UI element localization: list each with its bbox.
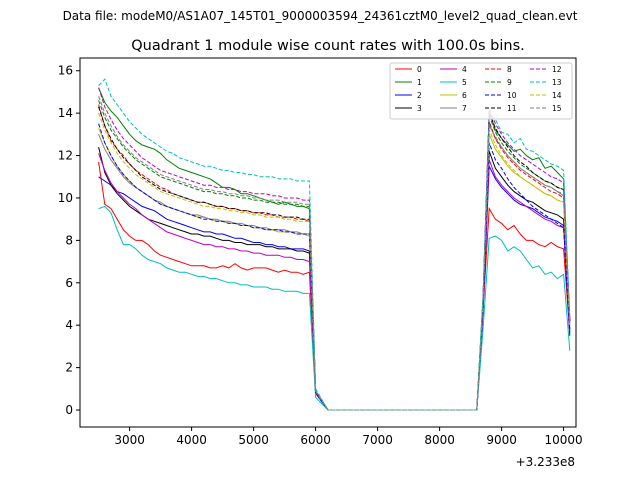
- x-tick-label: 10000: [545, 433, 583, 447]
- x-tick-label: 4000: [176, 433, 207, 447]
- legend-box: [389, 62, 573, 120]
- y-tick-label: 10: [58, 191, 73, 205]
- legend-label-6: 6: [462, 91, 467, 100]
- series-line-10: [98, 123, 571, 411]
- legend-label-7: 7: [462, 104, 467, 113]
- chart-title: Quadrant 1 module wise count rates with …: [131, 38, 525, 54]
- x-offset-label: +3.233e8: [516, 455, 575, 469]
- x-tick-label: 3000: [114, 433, 145, 447]
- y-tick-label: 14: [58, 106, 73, 120]
- legend-label-3: 3: [417, 104, 422, 113]
- legend-label-11: 11: [507, 104, 517, 113]
- y-tick-label: 0: [65, 403, 73, 417]
- x-tick-label: 6000: [300, 433, 331, 447]
- y-tick-label: 4: [65, 318, 73, 332]
- legend-label-8: 8: [507, 65, 512, 74]
- y-tick-label: 6: [65, 276, 73, 290]
- series-lines: [98, 78, 571, 411]
- legend-label-9: 9: [507, 78, 512, 87]
- legend-label-12: 12: [552, 65, 562, 74]
- y-tick-label: 8: [65, 233, 73, 247]
- legend-label-14: 14: [552, 91, 562, 100]
- plot-area: 3000 4000 5000 6000 7000 8000 9000 100000246810…: [58, 57, 583, 447]
- y-tick-label: 16: [58, 64, 73, 78]
- x-tick-label: 8000: [424, 433, 455, 447]
- x-tick-label: 5000: [238, 433, 269, 447]
- legend-label-1: 1: [417, 78, 422, 87]
- y-tick-label: 2: [65, 361, 73, 375]
- x-tick-label: 9000: [486, 433, 517, 447]
- y-tick-label: 12: [58, 149, 73, 163]
- legend-label-2: 2: [417, 91, 422, 100]
- legend-label-13: 13: [552, 78, 562, 87]
- legend-label-0: 0: [417, 65, 422, 74]
- x-tick-label: 7000: [362, 433, 393, 447]
- chart-suptitle: Data file: modeM0/AS1A07_145T01_90000035…: [63, 9, 578, 23]
- axes-frame: [79, 57, 577, 428]
- legend-label-15: 15: [552, 104, 562, 113]
- legend-label-4: 4: [462, 65, 467, 74]
- legend-label-10: 10: [507, 91, 517, 100]
- series-line-15: [98, 96, 571, 411]
- legend-label-5: 5: [462, 78, 467, 87]
